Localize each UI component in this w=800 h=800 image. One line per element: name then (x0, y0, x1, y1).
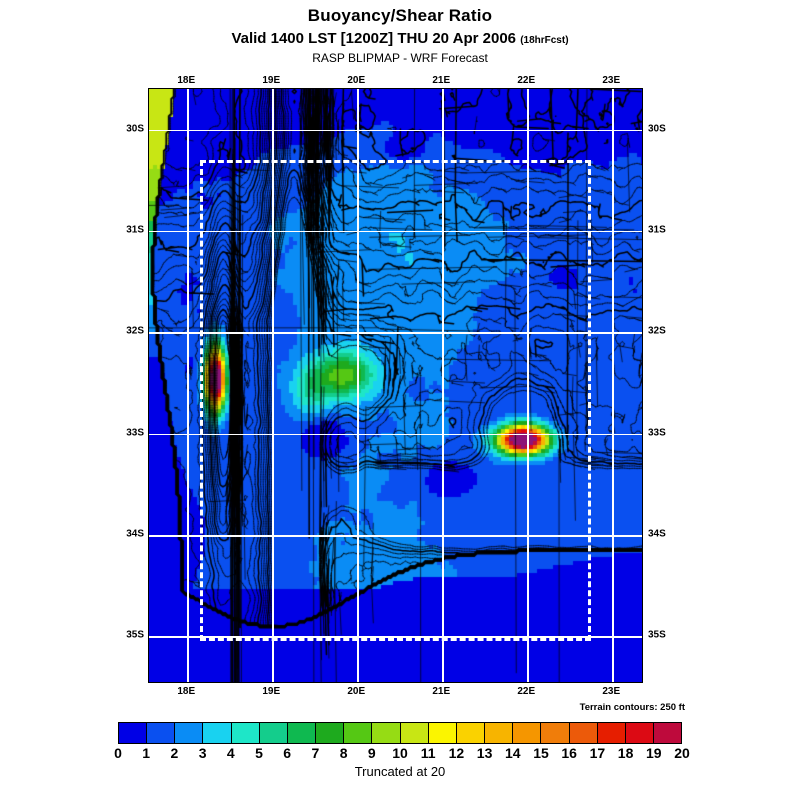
colorbar-segment-3 (202, 723, 231, 743)
colorbar-tick-10: 10 (392, 745, 408, 761)
x-tick-bottom-20E: 20E (347, 686, 366, 697)
x-tick-top-19E: 19E (262, 75, 281, 86)
colorbar-segment-15 (540, 723, 569, 743)
colorbar-segment-5 (258, 723, 287, 743)
colorbar-segment-18 (624, 723, 653, 743)
y-tick-right-31S: 31S (648, 224, 666, 236)
colorbar-tick-4: 4 (226, 745, 235, 761)
colorbar-tick-8: 8 (339, 745, 348, 761)
colorbar-tick-18: 18 (617, 745, 634, 761)
colorbar-segment-0 (119, 723, 147, 743)
forecast-hour-badge: (18hrFcst) (520, 35, 569, 46)
y-tick-right-35S: 35S (648, 629, 666, 641)
valid-time-text: Valid 1400 LST [1200Z] THU 20 Apr 2006 (231, 30, 517, 47)
y-tick-right-32S: 32S (648, 325, 666, 337)
colorbar-segment-16 (568, 723, 597, 743)
colorbar-segment-13 (484, 723, 513, 743)
colorbar-segment-4 (230, 723, 259, 743)
colorbar-tick-12: 12 (448, 745, 465, 761)
colorbar-segment-1 (146, 723, 175, 743)
colorbar[interactable]: 0 1 2 3 4 5 6 7 8 9 10 11 12 13 14 15 16 17 18 19 20 (114, 722, 690, 765)
y-tick-left-35S: 35S (126, 629, 144, 641)
colorbar-tick-7: 7 (311, 745, 320, 761)
colorbar-tick-13: 13 (476, 745, 493, 761)
colorbar-tick-5: 5 (255, 745, 263, 761)
x-tick-top-22E: 22E (517, 75, 536, 86)
colorbar-tick-19: 19 (646, 745, 662, 761)
colorbar-tick-14: 14 (505, 745, 521, 761)
colorbar-tick-labels: 0 1 2 3 4 5 6 7 8 9 10 11 12 13 14 15 16 17 18 19 20 (114, 745, 690, 765)
colorbar-tick-11: 11 (420, 745, 436, 761)
y-tick-left-34S: 34S (126, 528, 144, 540)
x-tick-bottom-22E: 22E (517, 686, 536, 697)
colorbar-segment-10 (399, 723, 428, 743)
colorbar-segment-2 (174, 723, 203, 743)
colorbar-tick-17: 17 (589, 745, 606, 761)
colorbar-segment-9 (371, 723, 400, 743)
colorbar-tick-1: 1 (142, 745, 151, 761)
y-tick-left-32S: 32S (126, 325, 144, 337)
y-tick-right-34S: 34S (648, 528, 666, 540)
x-tick-top-20E: 20E (347, 75, 366, 86)
colorbar-swatches (118, 722, 682, 744)
colorbar-tick-15: 15 (533, 745, 549, 761)
y-tick-left-33S: 33S (126, 427, 144, 439)
page-title: Buoyancy/Shear Ratio (307, 6, 493, 25)
x-tick-top-23E: 23E (602, 75, 621, 86)
colorbar-segment-7 (315, 723, 344, 743)
x-tick-top-18E: 18E (177, 75, 196, 86)
y-tick-right-30S: 30S (648, 123, 666, 135)
x-tick-bottom-23E: 23E (602, 686, 621, 697)
colorbar-tick-0: 0 (114, 745, 122, 761)
colorbar-segment-19 (652, 723, 682, 743)
colorbar-segment-6 (286, 723, 316, 743)
x-tick-bottom-18E: 18E (177, 686, 196, 697)
colorbar-segment-17 (596, 723, 625, 743)
colorbar-segment-12 (455, 723, 485, 743)
colorbar-tick-6: 6 (283, 745, 292, 761)
y-tick-left-30S: 30S (126, 123, 144, 135)
y-tick-right-33S: 33S (648, 427, 666, 439)
y-tick-left-31S: 31S (126, 224, 144, 236)
valid-time-line: Valid 1400 LST [1200Z] THU 20 Apr 2006 (… (0, 30, 800, 47)
colorbar-tick-2: 2 (170, 745, 179, 761)
model-subtitle: RASP BLIPMAP - WRF Forecast (312, 51, 488, 65)
colorbar-tick-20: 20 (674, 745, 690, 761)
terrain-contour-note: Terrain contours: 250 ft (579, 702, 685, 713)
colorbar-tick-3: 3 (198, 745, 207, 761)
colorbar-tick-9: 9 (367, 745, 376, 761)
colorbar-segment-14 (512, 723, 541, 743)
forecast-map[interactable] (148, 88, 643, 683)
colorbar-tick-16: 16 (561, 745, 577, 761)
colorbar-caption: Truncated at 20 (354, 764, 446, 779)
buoyancy-shear-ratio-field (149, 89, 642, 682)
x-tick-bottom-21E: 21E (432, 686, 451, 697)
x-tick-bottom-19E: 19E (262, 686, 281, 697)
x-tick-top-21E: 21E (432, 75, 451, 86)
colorbar-segment-8 (343, 723, 372, 743)
colorbar-segment-11 (427, 723, 456, 743)
title-block: Buoyancy/Shear Ratio Valid 1400 LST [120… (0, 0, 800, 65)
